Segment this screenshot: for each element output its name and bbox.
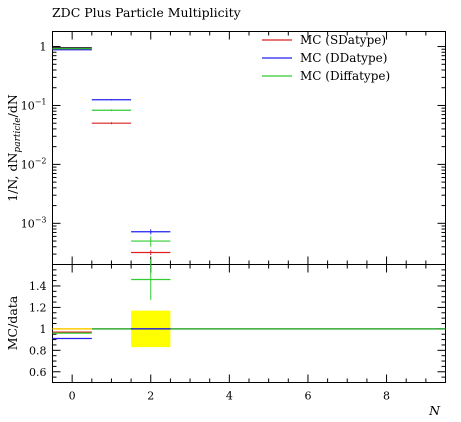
x-axis-label: N: [428, 403, 441, 418]
x-tick-label: 6: [304, 390, 311, 403]
ratio-series-group: [52, 259, 446, 340]
chart-title: ZDC Plus Particle Multiplicity: [52, 5, 242, 20]
legend-label: MC (DDatype): [300, 51, 387, 65]
x-tick-label: 0: [69, 390, 76, 403]
ratio-y-tick-label: 1.4: [29, 280, 47, 293]
ratio-plot-frame: [52, 264, 446, 383]
legend-label: MC (Diffatype): [300, 69, 390, 83]
main-plot-frame: [52, 31, 446, 265]
ratio-y-tick-label: 1: [40, 323, 47, 336]
main-y-tick-label: 1: [40, 41, 47, 54]
ratio-y-ticks: 0.6 0.8 1 1.2 1.4: [29, 264, 446, 383]
x-tick-label: 8: [383, 390, 390, 403]
main-y-tick-label: 10−2: [21, 156, 47, 171]
ratio-y-tick-label: 1.2: [29, 301, 47, 314]
main-series-group: [52, 47, 171, 255]
x-ticks: 0 2 4 6 8: [52, 31, 446, 403]
main-y-tick-label: 10−3: [21, 215, 47, 230]
ratio-y-axis-label: MC/data: [5, 295, 20, 350]
x-tick-label: 4: [226, 390, 233, 403]
legend: MC (SDatype) MC (DDatype) MC (Diffatype): [262, 33, 390, 83]
ratio-y-tick-label: 0.6: [29, 366, 47, 379]
main-y-tick-label: 10−1: [21, 97, 47, 112]
x-tick-label: 2: [147, 390, 154, 403]
legend-label: MC (SDatype): [300, 33, 386, 47]
ratio-y-tick-label: 0.8: [29, 344, 47, 357]
